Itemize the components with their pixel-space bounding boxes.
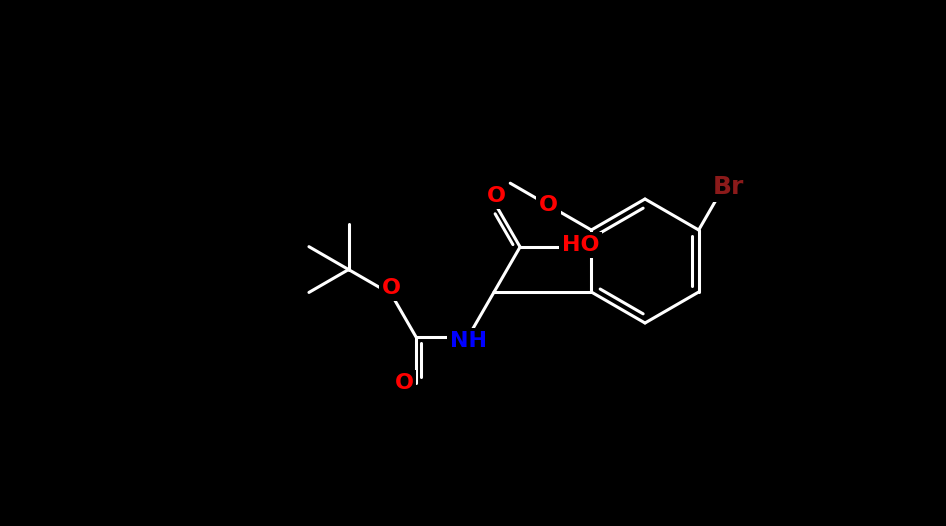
Text: NH: NH xyxy=(449,331,486,351)
Text: O: O xyxy=(394,373,413,393)
Text: O: O xyxy=(382,278,401,298)
Text: HO: HO xyxy=(562,235,600,255)
Text: Br: Br xyxy=(712,175,745,199)
Text: O: O xyxy=(487,186,506,206)
Text: O: O xyxy=(539,195,558,215)
